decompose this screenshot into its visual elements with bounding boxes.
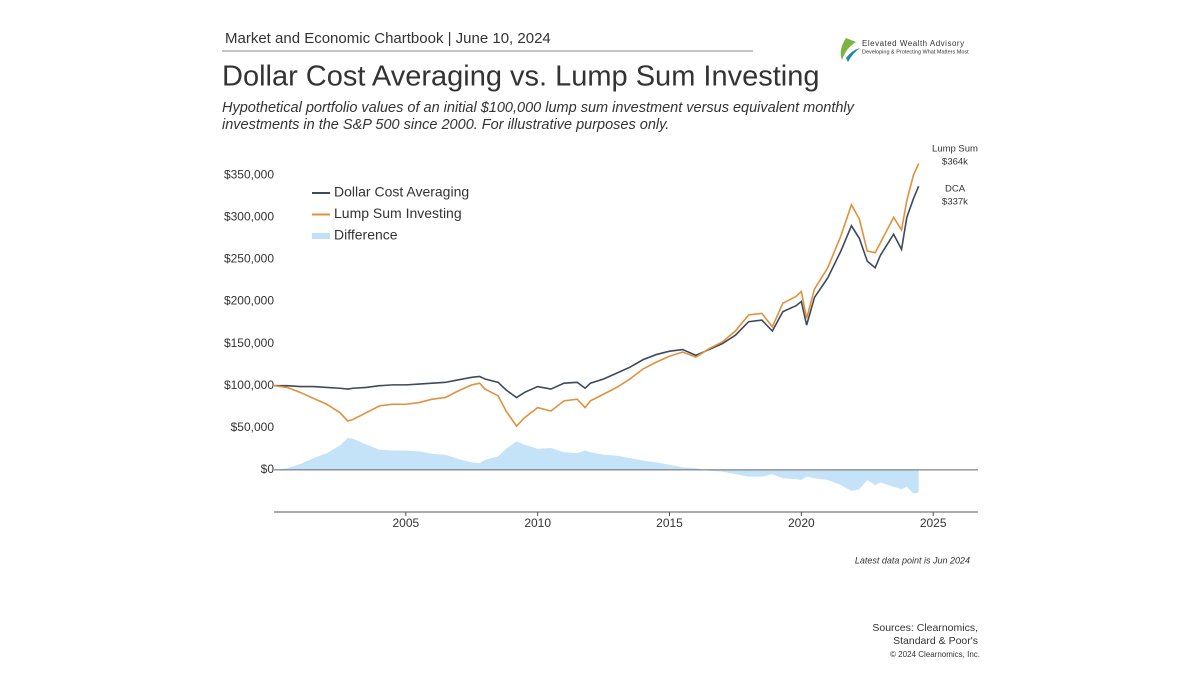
x-tick-label: 2015 — [656, 516, 683, 530]
y-tick-label: $0 — [261, 462, 275, 476]
legend-swatch — [312, 233, 330, 239]
y-tick-label: $300,000 — [224, 210, 274, 224]
end-label-value: $364k — [942, 157, 968, 168]
y-tick-label: $250,000 — [224, 252, 274, 266]
logo-name: Elevated Wealth Advisory — [862, 39, 965, 48]
logo-tagline: Developing & Protecting What Matters Mos… — [862, 49, 969, 55]
end-label-name: Lump Sum — [932, 144, 978, 155]
y-tick-label: $150,000 — [224, 336, 274, 350]
x-tick-label: 2005 — [392, 516, 419, 530]
end-label-value: $337k — [942, 197, 968, 208]
y-tick-label: $50,000 — [231, 420, 275, 434]
note: Latest data point is Jun 2024 — [855, 555, 970, 565]
legend-label: Difference — [334, 227, 398, 243]
x-tick-label: 2010 — [524, 516, 551, 530]
legend-label: Dollar Cost Averaging — [334, 184, 469, 200]
sources: Sources: Clearnomics, — [872, 622, 978, 634]
x-tick-label: 2020 — [788, 516, 815, 530]
header: Market and Economic Chartbook | June 10,… — [225, 30, 551, 47]
legend-label: Lump Sum Investing — [334, 205, 462, 221]
x-tick-label: 2025 — [920, 516, 947, 530]
subtitle: Hypothetical portfolio values of an init… — [222, 100, 855, 116]
y-tick-label: $100,000 — [224, 378, 274, 392]
difference-area — [274, 437, 919, 494]
end-label-name: DCA — [945, 184, 966, 195]
sources: Standard & Poor's — [893, 635, 978, 647]
y-tick-label: $350,000 — [224, 167, 274, 181]
logo-mark — [840, 38, 856, 60]
series-line — [273, 163, 920, 428]
series-line — [274, 185, 920, 399]
logo-mark — [846, 48, 860, 62]
subtitle: investments in the S&P 500 since 2000. F… — [222, 117, 669, 133]
copyright: © 2024 Clearnomics, Inc. — [890, 650, 980, 659]
y-tick-label: $200,000 — [224, 294, 274, 308]
chart-title: Dollar Cost Averaging vs. Lump Sum Inves… — [222, 61, 819, 93]
